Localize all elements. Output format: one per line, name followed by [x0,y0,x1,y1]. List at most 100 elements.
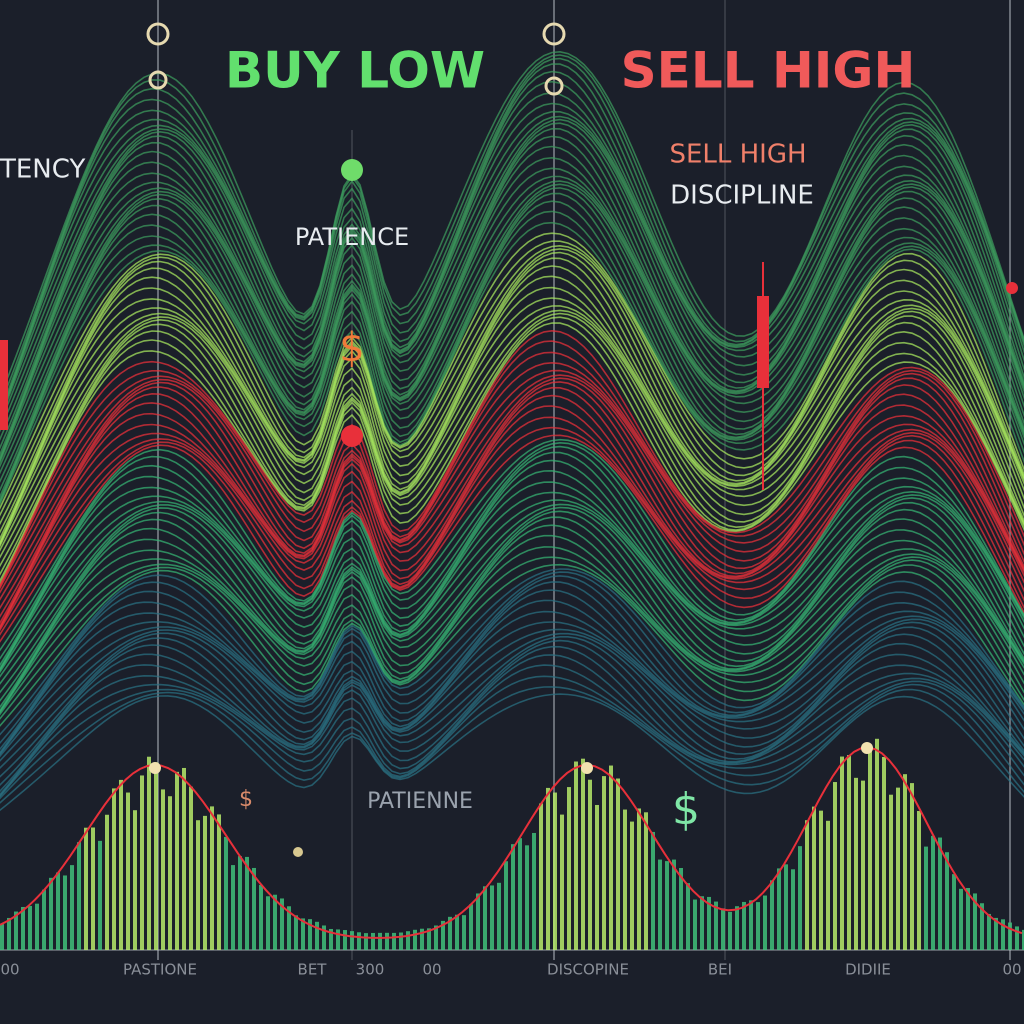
bar [665,861,669,950]
wave-line [0,441,1024,660]
wave-line [0,469,1024,672]
wave-line [0,297,1024,552]
wave-line [0,636,1024,786]
bar [343,930,347,950]
wave-line [0,316,1024,583]
wave-line [0,563,1024,727]
bar [770,880,774,950]
bar [98,840,102,950]
title-right: SELL HIGH [621,42,916,100]
bar [126,792,130,950]
wave-line [0,451,1024,670]
bar [308,919,312,950]
wave-line [0,340,1024,588]
bar [350,931,354,950]
bar [686,883,690,950]
bar [189,786,193,950]
axis-label: DIDIIE [845,961,891,979]
bar [399,932,403,950]
wave-line [0,187,1024,499]
bar [868,748,872,950]
wave-line [0,381,1024,625]
bar [973,893,977,950]
label: PATIENCE [295,223,409,251]
bar [273,894,277,950]
bar [364,933,368,950]
bar [882,757,886,950]
bar [903,774,907,950]
bar [175,771,179,950]
bar [847,755,851,950]
waves [0,50,1024,812]
bar [154,762,158,950]
wave-line [0,70,1024,420]
bar [889,794,893,950]
bar [574,761,578,950]
bar [994,917,998,950]
wave-line [0,510,1024,709]
bar [875,738,879,950]
dollar-sign: $ [239,787,253,812]
wave-line [0,351,1024,590]
bar [910,783,914,950]
wave-line [0,693,1024,812]
marker [148,70,168,90]
wave-line [0,599,1024,756]
wave-line [0,251,1024,541]
bar [658,859,662,950]
label: TENCY [0,155,85,185]
wave-line [0,621,1024,762]
bar [616,778,620,950]
bar [294,915,298,950]
bar [371,932,375,950]
bar [511,844,515,950]
bar [14,911,18,950]
wave-line [0,581,1024,754]
wave-line [0,257,1024,545]
bar [861,780,865,950]
bar [322,925,326,950]
bar [840,756,844,950]
bar [287,906,291,950]
bar [945,852,949,950]
bar [742,901,746,950]
bar [966,888,970,950]
wave-line [0,589,1024,755]
wave-line [0,534,1024,714]
bar [609,765,613,950]
wave-line [0,122,1024,457]
wave-line [0,92,1024,422]
bar [301,918,305,950]
bar [756,902,760,950]
bar [469,904,473,950]
volume-bars [0,738,1024,950]
wave-line [0,248,1024,534]
bar [952,874,956,950]
candle [0,340,8,430]
bar [21,906,25,950]
wave-line [0,63,1024,419]
bar [721,908,725,950]
marker [146,22,170,46]
bar [735,906,739,950]
bar [168,796,172,950]
bar [378,932,382,950]
wave-line [0,664,1024,798]
bar [105,814,109,950]
wave-line [0,506,1024,702]
bar [728,911,732,950]
axis-label: DISCOPINE [547,961,629,979]
bar [924,846,928,950]
bar [28,905,32,950]
wave-line [0,416,1024,632]
bar [588,779,592,950]
wave-line [0,632,1024,778]
bar [392,932,396,950]
wave-line [0,221,1024,506]
axis-label: 00 [422,961,441,979]
wave-line [0,265,1024,546]
bar [217,814,221,950]
bar [1008,922,1012,950]
bar [805,820,809,950]
